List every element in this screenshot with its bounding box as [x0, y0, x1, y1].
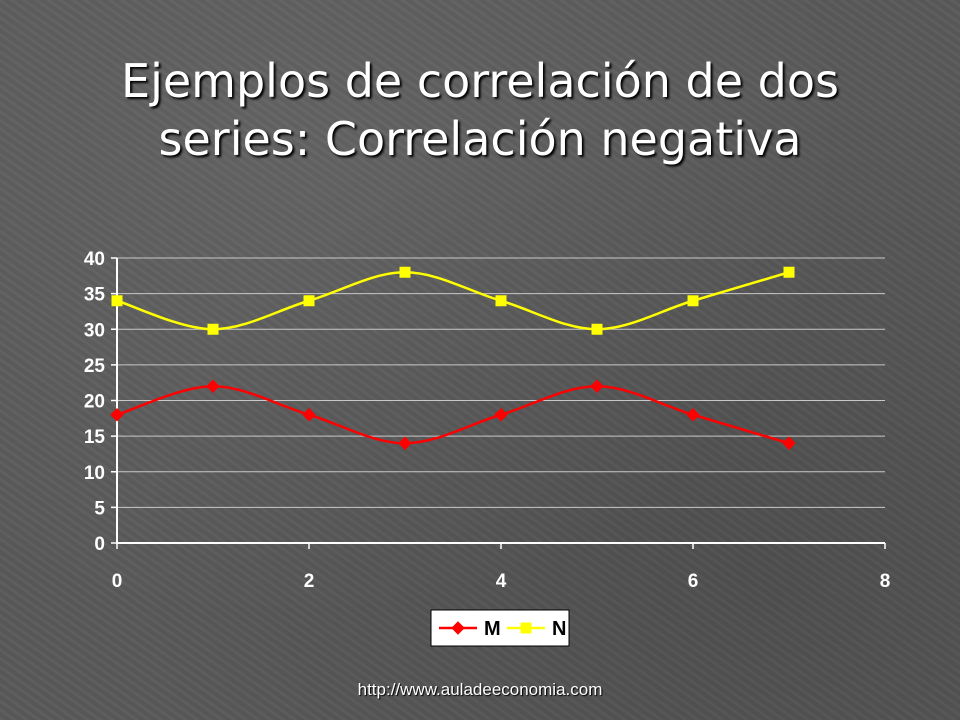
y-tick-label: 25	[84, 356, 106, 377]
series-m-point	[110, 408, 124, 422]
series-group	[110, 266, 796, 450]
tick-labels: 0 5 10 15 20 25 30 35 40 0 2 4 6 8	[84, 249, 890, 592]
x-tick-label: 6	[688, 571, 699, 592]
series-n-point	[495, 295, 507, 307]
gridlines	[117, 257, 885, 508]
series-n-point	[303, 295, 315, 307]
series-n-point	[207, 323, 219, 335]
legend-m-label: M	[484, 618, 501, 640]
y-tick-label: 40	[84, 249, 105, 270]
series-m-point	[590, 379, 604, 393]
series-m-point	[686, 408, 700, 422]
series-m-point	[494, 408, 508, 422]
y-tick-label: 35	[84, 285, 106, 306]
x-tick-label: 2	[304, 571, 315, 592]
y-tick-label: 20	[84, 392, 105, 413]
legend-n-label: N	[552, 618, 566, 640]
series-m-point	[782, 436, 796, 450]
series-n-point	[591, 323, 603, 335]
series-m-line	[116, 384, 790, 445]
x-tick-label: 4	[496, 571, 507, 592]
x-tick-label: 0	[112, 571, 123, 592]
series-n-line	[116, 270, 790, 331]
y-tick-label: 0	[94, 534, 105, 555]
series-n-point	[399, 266, 411, 278]
legend-m-marker	[451, 621, 465, 635]
y-tick-label: 10	[84, 463, 105, 484]
y-tick-label: 30	[84, 320, 105, 341]
y-tick-label: 5	[94, 498, 105, 519]
series-n-point	[783, 266, 795, 278]
series-n-point	[687, 295, 699, 307]
x-tick-label: 8	[880, 571, 891, 592]
series-m-point	[302, 408, 316, 422]
series-m-point	[398, 436, 412, 450]
series-n-point	[111, 295, 123, 307]
slide-title: Ejemplos de correlación de dos series: C…	[121, 54, 839, 166]
legend-n-marker	[520, 622, 532, 634]
series-m-point	[206, 379, 220, 393]
source-url: http://www.auladeeconomia.com	[357, 680, 603, 699]
y-tick-label: 15	[84, 427, 106, 448]
